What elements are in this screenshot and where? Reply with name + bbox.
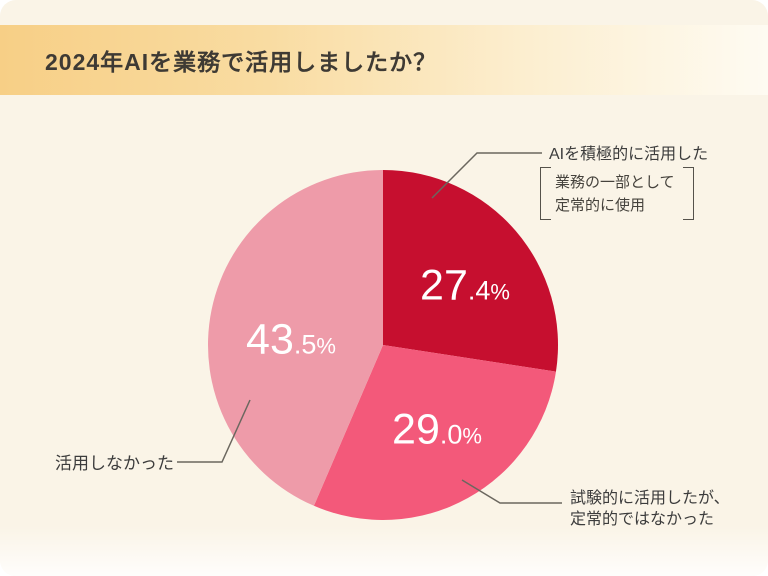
left-bracket-icon <box>540 167 551 220</box>
callout-line-active <box>431 152 542 199</box>
callout-line-trial <box>461 479 562 504</box>
label-trial-line1: 試験的に活用したが、 <box>570 490 730 507</box>
callout-line-none <box>177 399 251 463</box>
slice-value-label-1: 29.0% <box>392 405 482 454</box>
pie-slice-1 <box>313 345 556 521</box>
pie-slice-0 <box>383 170 559 372</box>
pie-slices <box>207 170 559 521</box>
slice-value-label-0: 27.4% <box>420 261 510 310</box>
right-bracket-icon <box>683 167 694 220</box>
note-text: 業務の一部として 定常的に使用 <box>555 172 675 217</box>
slice-value-label-2: 43.5% <box>246 315 336 364</box>
page-title: 2024年AIを業務で活用しましたか？ <box>45 49 438 75</box>
label-trial-use: 試験的に活用したが、 定常的ではなかった <box>570 488 730 530</box>
note-line1: 業務の一部として <box>555 174 675 191</box>
label-no-use: 活用しなかった <box>55 454 174 473</box>
label-trial-line2: 定常的ではなかった <box>570 511 715 528</box>
note-box: 業務の一部として 定常的に使用 <box>540 167 694 220</box>
title-banner: 2024年AIを業務で活用しましたか？ <box>0 25 768 95</box>
label-active-use: AIを積極的に活用した <box>549 146 709 163</box>
pie-slice-2 <box>207 170 383 506</box>
note-line2: 定常的に使用 <box>555 196 646 214</box>
